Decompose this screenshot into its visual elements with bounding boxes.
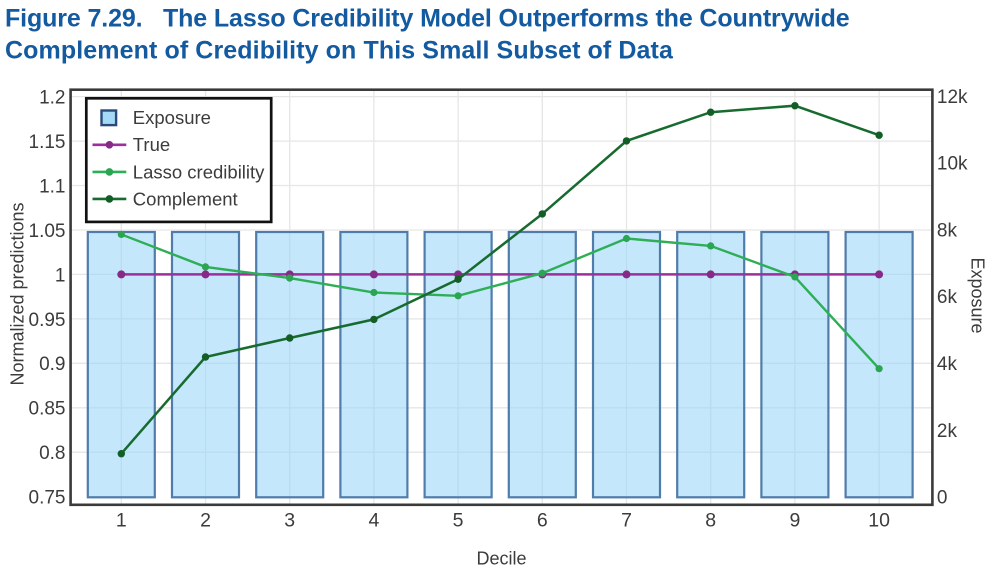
svg-text:1.15: 1.15 bbox=[29, 132, 66, 153]
svg-text:4k: 4k bbox=[937, 354, 958, 375]
svg-text:Decile: Decile bbox=[476, 549, 526, 569]
svg-text:1: 1 bbox=[116, 510, 127, 532]
svg-text:0.8: 0.8 bbox=[39, 443, 65, 464]
svg-text:6: 6 bbox=[537, 510, 548, 532]
svg-text:7: 7 bbox=[621, 510, 632, 532]
svg-text:12k: 12k bbox=[937, 87, 968, 108]
svg-text:Complement: Complement bbox=[133, 188, 238, 209]
svg-text:Lasso credibility: Lasso credibility bbox=[133, 161, 265, 182]
svg-text:Exposure: Exposure bbox=[133, 107, 211, 128]
svg-text:4: 4 bbox=[368, 510, 379, 532]
svg-text:0: 0 bbox=[937, 488, 948, 509]
svg-text:8k: 8k bbox=[937, 220, 958, 241]
svg-text:1.05: 1.05 bbox=[29, 221, 66, 242]
svg-text:0.85: 0.85 bbox=[29, 399, 66, 420]
svg-text:8: 8 bbox=[705, 510, 716, 532]
svg-text:2: 2 bbox=[200, 510, 211, 532]
svg-text:1: 1 bbox=[55, 265, 66, 286]
svg-text:0.9: 0.9 bbox=[39, 354, 65, 375]
svg-text:10k: 10k bbox=[937, 154, 968, 175]
svg-text:5: 5 bbox=[453, 510, 464, 532]
svg-text:1.2: 1.2 bbox=[39, 88, 65, 109]
svg-text:6k: 6k bbox=[937, 287, 958, 308]
svg-text:10: 10 bbox=[868, 510, 890, 532]
svg-text:Exposure: Exposure bbox=[968, 257, 988, 333]
svg-text:1.1: 1.1 bbox=[39, 176, 65, 197]
svg-text:3: 3 bbox=[284, 510, 295, 532]
svg-text:Normalized predictions: Normalized predictions bbox=[8, 202, 28, 385]
svg-text:Figure 7.29. The Lasso Credi: Figure 7.29. The Lasso Credibility Model… bbox=[5, 4, 850, 32]
svg-text:Complement of Credibility on T: Complement of Credibility on This Small … bbox=[5, 36, 674, 64]
svg-text:9: 9 bbox=[789, 510, 800, 532]
svg-text:0.95: 0.95 bbox=[29, 310, 66, 331]
svg-text:2k: 2k bbox=[937, 421, 958, 442]
svg-text:True: True bbox=[133, 134, 170, 155]
svg-text:0.75: 0.75 bbox=[29, 488, 66, 509]
